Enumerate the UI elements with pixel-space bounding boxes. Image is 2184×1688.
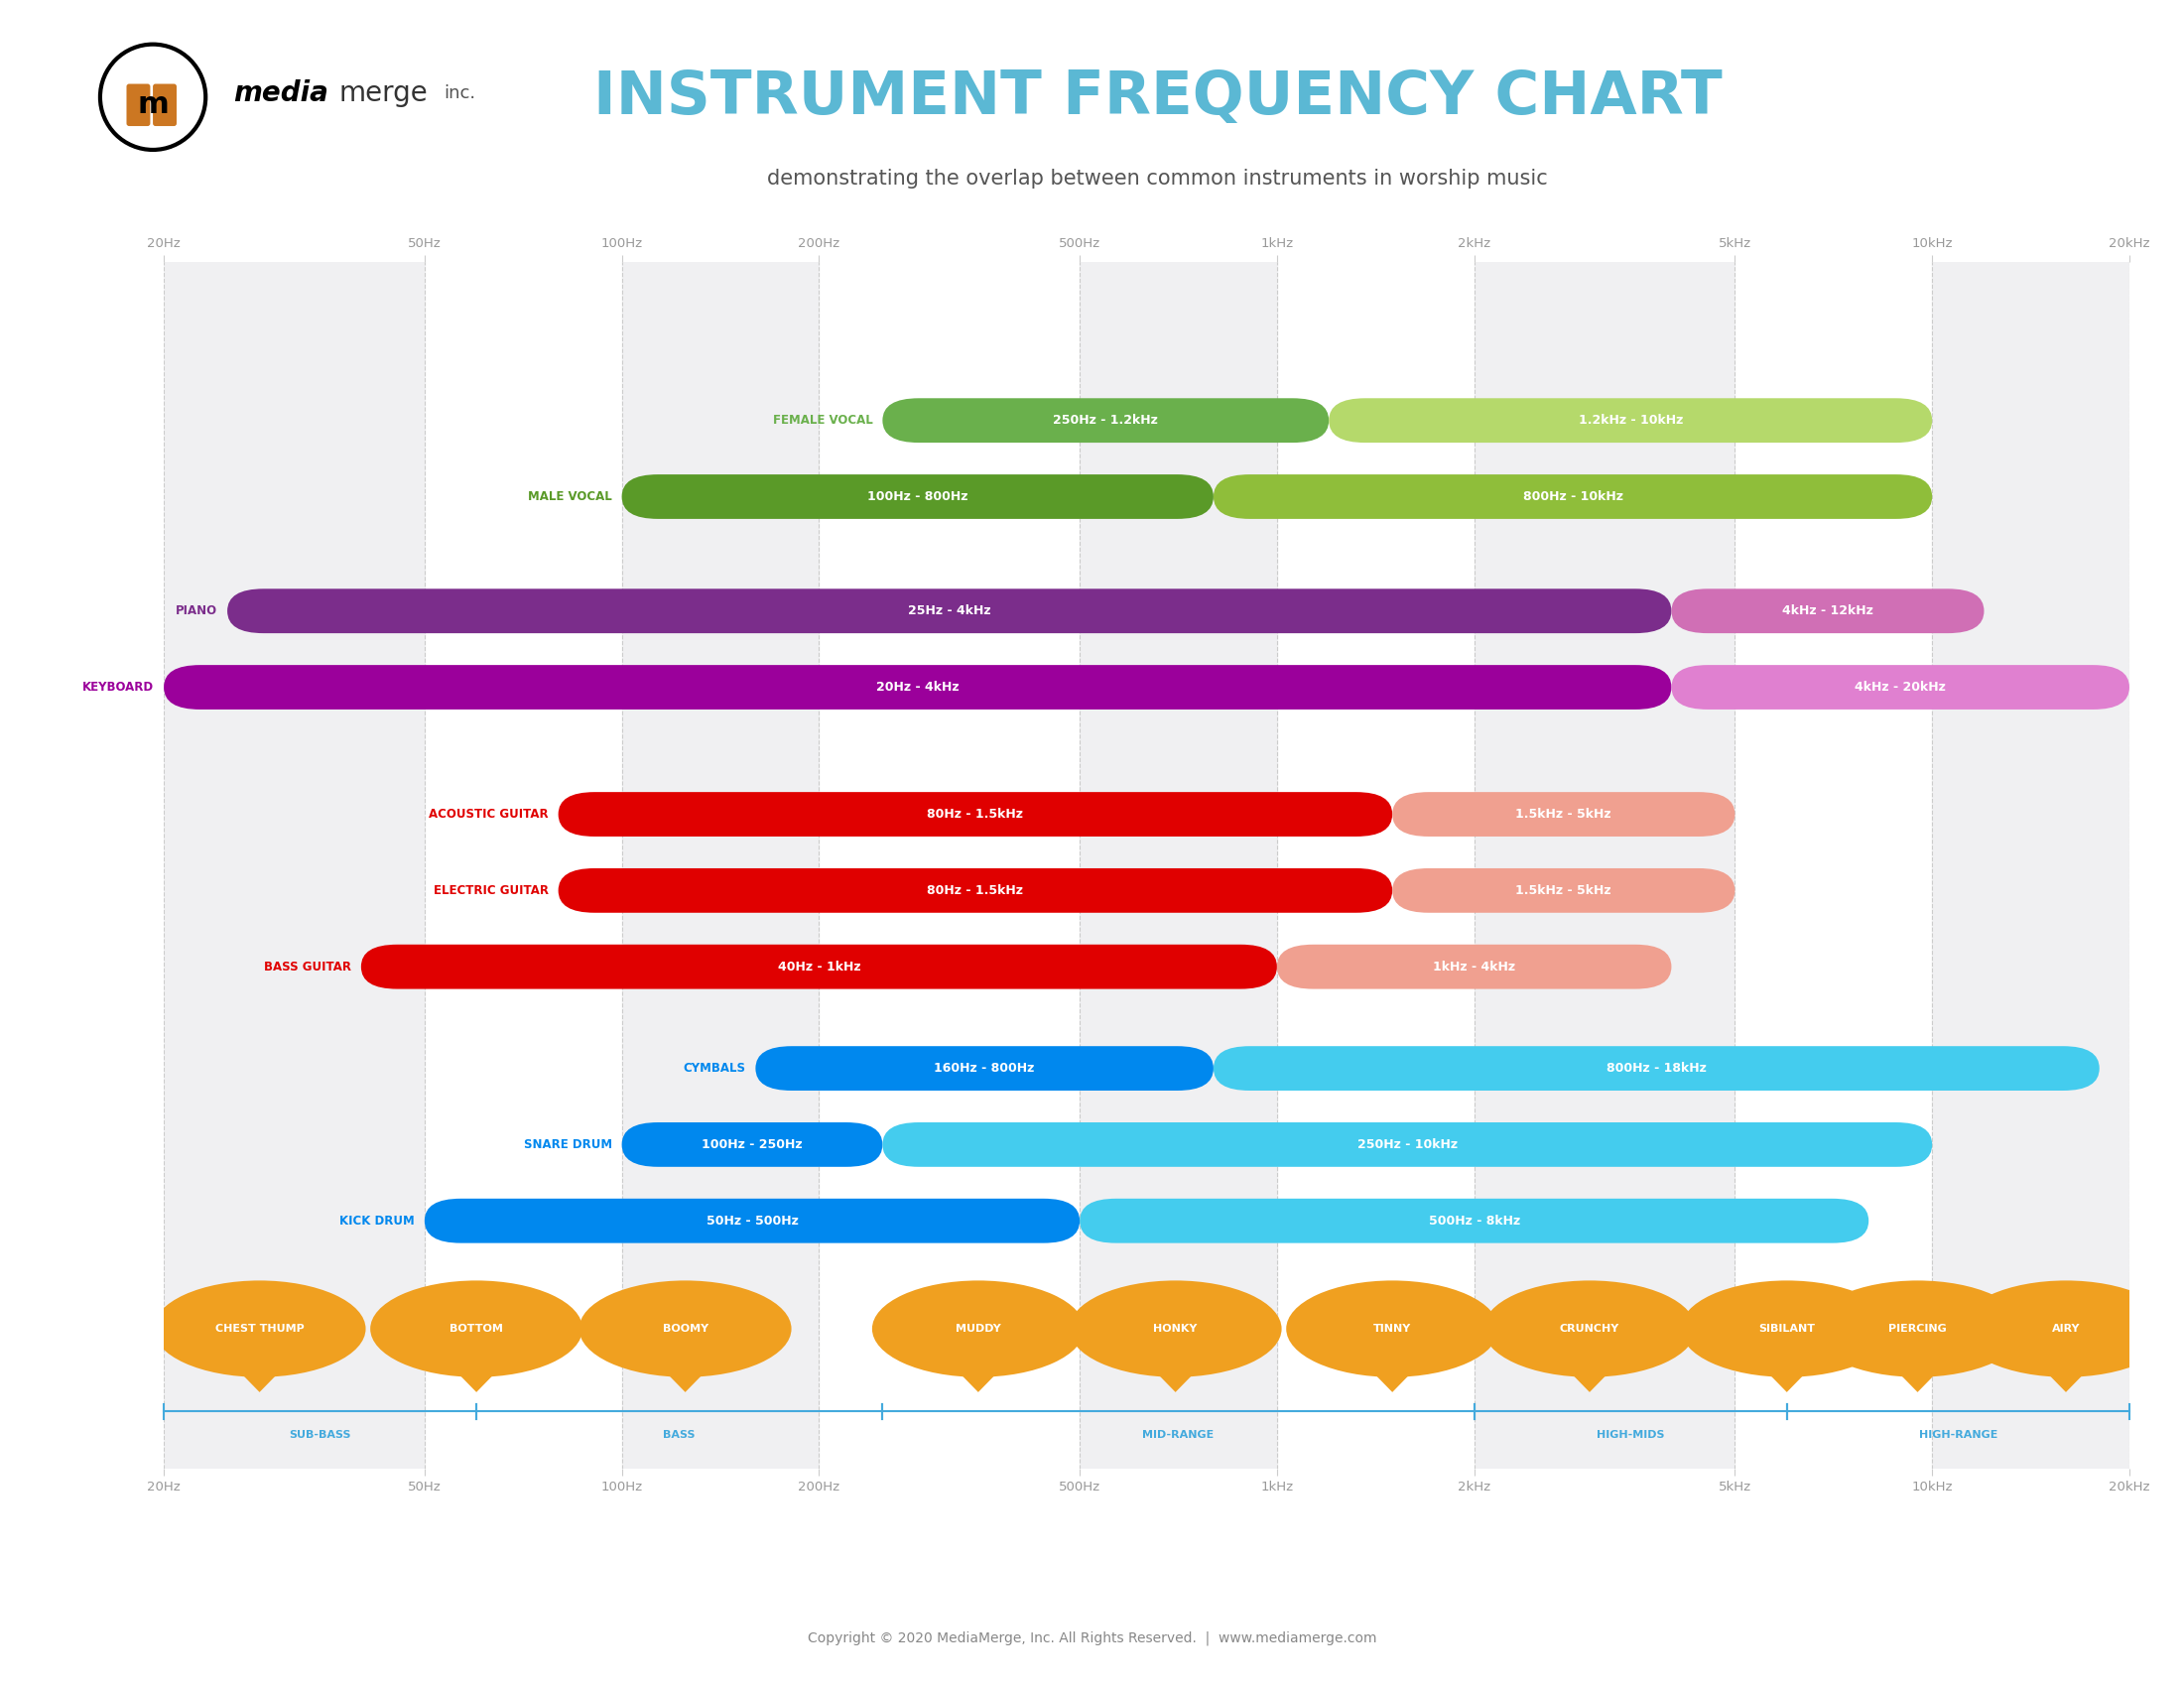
FancyBboxPatch shape	[1671, 665, 2129, 709]
Text: 250Hz - 10kHz: 250Hz - 10kHz	[1356, 1138, 1457, 1151]
Text: BASS GUITAR: BASS GUITAR	[264, 960, 352, 974]
Text: 1.5kHz - 5kHz: 1.5kHz - 5kHz	[1516, 809, 1612, 820]
Ellipse shape	[579, 1281, 791, 1377]
FancyBboxPatch shape	[360, 945, 1278, 989]
FancyBboxPatch shape	[559, 792, 1393, 837]
Ellipse shape	[1682, 1281, 1894, 1377]
Text: FEMALE VOCAL: FEMALE VOCAL	[773, 414, 874, 427]
Text: PIERCING: PIERCING	[1889, 1323, 1946, 1334]
Text: 500Hz - 8kHz: 500Hz - 8kHz	[1428, 1214, 1520, 1227]
FancyBboxPatch shape	[622, 1123, 882, 1166]
Text: ELECTRIC GUITAR: ELECTRIC GUITAR	[432, 885, 548, 896]
Ellipse shape	[1959, 1281, 2173, 1377]
Text: 80Hz - 1.5kHz: 80Hz - 1.5kHz	[928, 809, 1024, 820]
Polygon shape	[668, 1374, 703, 1393]
Text: HONKY: HONKY	[1153, 1323, 1197, 1334]
Text: CHEST THUMP: CHEST THUMP	[214, 1323, 304, 1334]
Bar	[622, 262, 819, 1469]
FancyBboxPatch shape	[424, 1198, 1079, 1242]
Text: 250Hz - 1.2kHz: 250Hz - 1.2kHz	[1053, 414, 1158, 427]
Polygon shape	[242, 1374, 277, 1393]
FancyBboxPatch shape	[1079, 1198, 1870, 1242]
Text: m: m	[138, 91, 168, 120]
Text: 100Hz - 250Hz: 100Hz - 250Hz	[701, 1138, 802, 1151]
Text: MID-RANGE: MID-RANGE	[1142, 1430, 1214, 1440]
FancyBboxPatch shape	[622, 474, 1214, 518]
FancyBboxPatch shape	[559, 868, 1393, 913]
Polygon shape	[1374, 1374, 1411, 1393]
Text: BASS: BASS	[664, 1430, 695, 1440]
Text: PIANO: PIANO	[175, 604, 218, 618]
FancyBboxPatch shape	[1328, 398, 1933, 442]
Text: 80Hz - 1.5kHz: 80Hz - 1.5kHz	[928, 885, 1024, 896]
Polygon shape	[2049, 1374, 2084, 1393]
FancyBboxPatch shape	[1671, 589, 1983, 633]
FancyBboxPatch shape	[164, 665, 1671, 709]
Text: 50Hz - 500Hz: 50Hz - 500Hz	[705, 1214, 797, 1227]
FancyBboxPatch shape	[1393, 792, 1734, 837]
Text: 100Hz - 800Hz: 100Hz - 800Hz	[867, 490, 968, 503]
Bar	[1079, 262, 1278, 1469]
Text: media: media	[234, 79, 330, 106]
FancyBboxPatch shape	[227, 589, 1671, 633]
FancyBboxPatch shape	[153, 84, 177, 127]
Text: 40Hz - 1kHz: 40Hz - 1kHz	[778, 960, 860, 974]
Ellipse shape	[1070, 1281, 1282, 1377]
Polygon shape	[1158, 1374, 1192, 1393]
FancyBboxPatch shape	[1214, 474, 1933, 518]
Polygon shape	[961, 1374, 996, 1393]
Text: CYMBALS: CYMBALS	[684, 1062, 745, 1075]
Text: ACOUSTIC GUITAR: ACOUSTIC GUITAR	[428, 809, 548, 820]
Bar	[164, 262, 424, 1469]
Text: KEYBOARD: KEYBOARD	[83, 680, 153, 694]
Text: 160Hz - 800Hz: 160Hz - 800Hz	[935, 1062, 1035, 1075]
Text: SIBILANT: SIBILANT	[1758, 1323, 1815, 1334]
Text: TINNY: TINNY	[1374, 1323, 1411, 1334]
Ellipse shape	[1811, 1281, 2025, 1377]
Text: 800Hz - 18kHz: 800Hz - 18kHz	[1607, 1062, 1706, 1075]
Text: HIGH-RANGE: HIGH-RANGE	[1920, 1430, 1998, 1440]
Text: MALE VOCAL: MALE VOCAL	[529, 490, 612, 503]
Polygon shape	[1769, 1374, 1804, 1393]
Text: BOOMY: BOOMY	[662, 1323, 708, 1334]
Text: 1.5kHz - 5kHz: 1.5kHz - 5kHz	[1516, 885, 1612, 896]
Text: demonstrating the overlap between common instruments in worship music: demonstrating the overlap between common…	[767, 169, 1548, 189]
Text: 4kHz - 20kHz: 4kHz - 20kHz	[1854, 680, 1946, 694]
FancyBboxPatch shape	[882, 398, 1328, 442]
FancyBboxPatch shape	[1278, 945, 1671, 989]
Text: MUDDY: MUDDY	[957, 1323, 1000, 1334]
Ellipse shape	[371, 1281, 583, 1377]
FancyBboxPatch shape	[882, 1123, 1933, 1166]
Text: KICK DRUM: KICK DRUM	[339, 1214, 415, 1227]
Polygon shape	[459, 1374, 494, 1393]
Text: inc.: inc.	[443, 84, 476, 101]
Text: 1kHz - 4kHz: 1kHz - 4kHz	[1433, 960, 1516, 974]
Ellipse shape	[1286, 1281, 1498, 1377]
FancyBboxPatch shape	[1214, 1047, 2099, 1090]
FancyBboxPatch shape	[1393, 868, 1734, 913]
Ellipse shape	[153, 1281, 365, 1377]
Polygon shape	[1900, 1374, 1935, 1393]
Bar	[1933, 262, 2129, 1469]
Text: 4kHz - 12kHz: 4kHz - 12kHz	[1782, 604, 1874, 618]
Ellipse shape	[1483, 1281, 1695, 1377]
Text: 20Hz - 4kHz: 20Hz - 4kHz	[876, 680, 959, 694]
Text: Copyright © 2020 MediaMerge, Inc. All Rights Reserved.  |  www.mediamerge.com: Copyright © 2020 MediaMerge, Inc. All Ri…	[808, 1631, 1376, 1646]
Text: AIRY: AIRY	[2051, 1323, 2079, 1334]
Text: 25Hz - 4kHz: 25Hz - 4kHz	[909, 604, 992, 618]
Text: BOTTOM: BOTTOM	[450, 1323, 502, 1334]
Text: INSTRUMENT FREQUENCY CHART: INSTRUMENT FREQUENCY CHART	[594, 68, 1721, 127]
Polygon shape	[1572, 1374, 1607, 1393]
FancyBboxPatch shape	[756, 1047, 1214, 1090]
Text: HIGH-MIDS: HIGH-MIDS	[1597, 1430, 1664, 1440]
Text: 800Hz - 10kHz: 800Hz - 10kHz	[1522, 490, 1623, 503]
Bar	[1474, 262, 1734, 1469]
FancyBboxPatch shape	[127, 84, 151, 127]
Ellipse shape	[871, 1281, 1085, 1377]
Text: 1.2kHz - 10kHz: 1.2kHz - 10kHz	[1579, 414, 1684, 427]
Text: SUB-BASS: SUB-BASS	[288, 1430, 352, 1440]
Text: SNARE DRUM: SNARE DRUM	[524, 1138, 612, 1151]
Text: CRUNCHY: CRUNCHY	[1559, 1323, 1621, 1334]
Text: merge: merge	[339, 79, 428, 106]
